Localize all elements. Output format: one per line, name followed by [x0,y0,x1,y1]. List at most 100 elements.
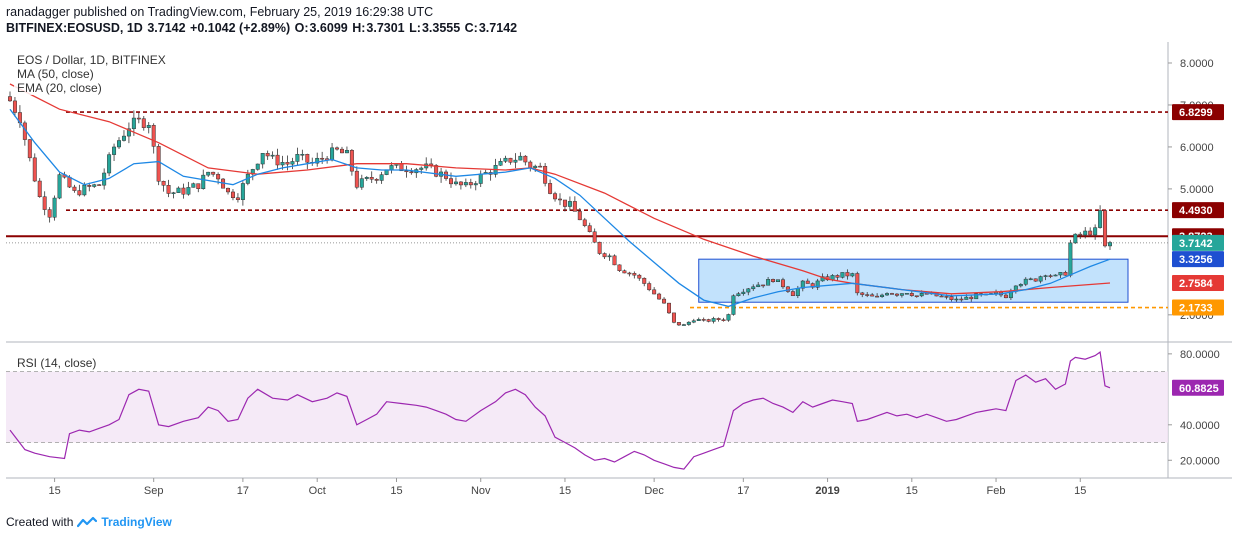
candle-body [121,135,126,141]
chart-header: ranadagger published on TradingView.com,… [6,4,1166,36]
candle-body [32,157,37,182]
candle-body [899,293,904,296]
candle-body [131,117,136,130]
candle-body [919,293,924,297]
price-axis[interactable]: 8.00007.00006.00005.00002.00006.82994.49… [1168,58,1224,322]
time-tick-label: 15 [48,485,60,497]
candle-body [528,161,533,169]
candle-body [1043,275,1048,277]
candle-body [126,128,131,137]
candle-body [577,211,582,221]
candle-body [1023,278,1028,285]
candle-body [969,296,974,300]
main-legend: EOS / Dollar, 1D, BITFINEX MA (50, close… [14,53,169,95]
candle-body [632,273,637,276]
rsi-band [6,371,1168,443]
candle-body [97,184,102,186]
candle-body [463,182,468,186]
candle-body [354,170,359,188]
candle-body [894,293,899,296]
candle-body [746,288,751,293]
time-tick-label: 15 [1074,485,1086,497]
tradingview-brand[interactable]: TradingView [101,515,172,529]
candle-body [766,279,771,286]
candle-body [820,276,825,282]
candle-body [339,148,344,154]
time-tick-label: 15 [559,485,571,497]
candle-body [1073,233,1078,244]
candle-body [295,154,300,162]
candle-body [176,187,181,193]
candle-body [889,293,894,295]
time-tick-label: 17 [237,485,249,497]
candle-body [434,165,439,177]
ma-legend[interactable]: MA (50, close) [14,67,97,81]
candle-body [721,319,726,321]
candle-body [1103,210,1108,247]
candle-body [226,187,231,193]
candle-body [37,180,42,197]
candle-body [780,279,785,288]
candle-body [870,294,875,297]
candle-body [790,291,795,297]
candle-body [964,296,969,300]
price-tag-box [1172,299,1224,316]
candle-body [161,180,166,186]
candle-body [691,320,696,323]
chart-title[interactable]: EOS / Dollar, 1D, BITFINEX [14,53,169,67]
candle-body [270,154,275,157]
time-axis[interactable]: 15 Sep 17 Oct 15 Nov 15 Dec 17 2019 15 Feb 15 [48,478,1086,497]
candle-body [805,280,810,284]
candle-body [642,277,647,284]
candle-body [72,186,77,191]
candle-body [592,231,597,243]
candle-body [230,191,235,198]
candle-body [548,183,553,194]
candle-body [206,171,211,176]
candle-body [503,157,508,162]
candle-body [617,264,622,271]
candle-body [909,293,914,296]
rsi-line [9,351,1111,470]
candle-body [974,293,979,300]
candle-body [389,165,394,170]
candle-body [1088,230,1093,236]
candle-body [335,147,340,150]
candle-body [201,174,206,189]
candle-body [1078,233,1083,236]
candle-body [914,295,919,297]
ema-legend[interactable]: EMA (20, close) [14,81,105,95]
candle-body [498,161,503,166]
candle-body [1033,278,1038,282]
candle-body [696,319,701,321]
candle-body [676,322,681,326]
rsi-tick-label: 80.0000 [1180,349,1220,361]
candle-body [810,283,815,288]
candle-body [449,178,453,185]
candle-body [305,153,310,163]
rsi-legend-label[interactable]: RSI (14, close) [14,356,100,370]
candle-body [607,255,612,258]
candle-body [1038,276,1043,282]
rsi-axis[interactable]: 80.0000 40.0000 20.0000 60.8825 [1168,349,1224,467]
author-name[interactable]: ranadagger [6,5,70,19]
candle-body [523,155,528,163]
candle-body [686,321,691,325]
price-tag-box [1172,104,1224,121]
price-tag-label: 3.7142 [1179,238,1213,250]
candle-body [850,273,855,277]
candle-body [374,178,379,181]
candle-body [840,272,845,278]
candle-body [300,153,305,156]
candle-body [612,255,617,266]
close-label: C: [464,21,478,35]
moving-average-lines [9,83,1111,308]
candle-body [587,225,592,233]
candle-body [815,280,820,288]
candle-body [944,296,949,298]
candle-body [771,279,776,282]
candle-body [280,162,285,166]
low-value: 3.3555 [421,21,461,35]
rsi-value-tag [1172,379,1224,396]
price-tag-box [1172,202,1224,219]
